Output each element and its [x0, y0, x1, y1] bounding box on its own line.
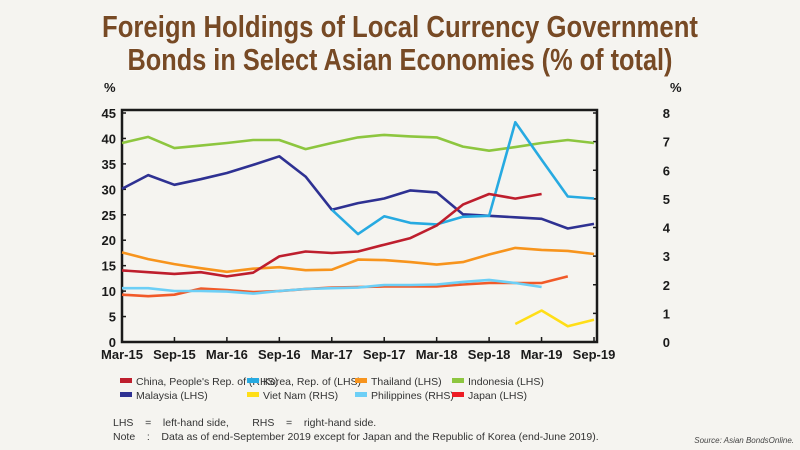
- legend-label: Korea, Rep. of (LHS): [263, 376, 361, 388]
- left-tick-label: 0: [109, 335, 116, 350]
- x-tick-label: Sep-16: [258, 347, 301, 362]
- source-note: Source: Asian BondsOnline.: [694, 436, 794, 445]
- left-tick-label: 5: [109, 310, 116, 325]
- legend-swatch: [120, 378, 132, 383]
- x-tick-label: Sep-18: [468, 347, 511, 362]
- plot-frame: [120, 108, 599, 344]
- right-tick-label: 6: [663, 163, 670, 178]
- legend-swatch: [355, 378, 367, 383]
- series-line-china-people-s-rep-of-rhs-: [121, 192, 542, 278]
- x-tick-label: Mar-18: [416, 347, 458, 362]
- legend-label: Philippines (RHS): [371, 390, 454, 402]
- legend-label: Malaysia (LHS): [136, 390, 208, 402]
- legend-swatch: [355, 392, 367, 397]
- left-tick-label: 10: [102, 284, 116, 299]
- series-line-malaysia-lhs-: [121, 155, 595, 230]
- right-tick-label: 5: [663, 192, 670, 207]
- left-tick-label: 35: [102, 157, 116, 172]
- chart-title-line-2: Bonds in Select Asian Economies (% of to…: [128, 42, 673, 77]
- legend-swatch: [120, 392, 132, 397]
- legend-swatch: [452, 392, 464, 397]
- data-note: Note : Data as of end-September 2019 exc…: [113, 431, 599, 443]
- legend-swatch: [452, 378, 464, 383]
- right-tick-label: 3: [663, 249, 670, 264]
- legend-label: Japan (LHS): [468, 390, 527, 402]
- legend-label: Indonesia (LHS): [468, 376, 544, 388]
- abbreviation-note: LHS = left-hand side, RHS = right-hand s…: [113, 417, 376, 429]
- series-line-korea-rep-of-lhs-: [330, 120, 595, 236]
- legend-label: Thailand (LHS): [371, 376, 442, 388]
- left-tick-label: 25: [102, 208, 116, 223]
- left-tick-label: 40: [102, 131, 116, 146]
- series-line-indonesia-lhs-: [121, 133, 595, 152]
- legend-swatch: [247, 378, 259, 383]
- right-tick-label: 1: [663, 306, 670, 321]
- x-tick-label: Sep-17: [363, 347, 406, 362]
- x-tick-label: Mar-15: [101, 347, 143, 362]
- series-line-thailand-lhs-: [121, 246, 595, 274]
- left-tick-label: 30: [102, 182, 116, 197]
- x-tick-label: Mar-19: [521, 347, 563, 362]
- x-tick-label: Mar-17: [311, 347, 353, 362]
- left-axis-unit: %: [104, 80, 116, 95]
- x-tick-label: Sep-15: [153, 347, 196, 362]
- legend-label: Viet Nam (RHS): [263, 390, 338, 402]
- series-line-viet-nam-rhs-: [514, 309, 595, 328]
- chart-title-line-1: Foreign Holdings of Local Currency Gover…: [102, 9, 698, 44]
- x-tick-label: Mar-16: [206, 347, 248, 362]
- right-tick-label: 8: [663, 106, 670, 121]
- right-axis-unit: %: [670, 80, 682, 95]
- right-tick-label: 7: [663, 135, 670, 150]
- right-tick-label: 2: [663, 278, 670, 293]
- right-tick-label: 0: [663, 335, 670, 350]
- series-line-japan-lhs-: [121, 275, 569, 298]
- legend-label: China, People's Rep. of (RHS): [136, 376, 278, 388]
- left-tick-label: 20: [102, 233, 116, 248]
- left-tick-label: 15: [102, 259, 116, 274]
- left-tick-label: 45: [102, 106, 116, 121]
- legend-swatch: [247, 392, 259, 397]
- x-tick-label: Sep-19: [573, 347, 616, 362]
- series-line-philippines-rhs-: [122, 278, 542, 295]
- right-tick-label: 4: [663, 221, 671, 236]
